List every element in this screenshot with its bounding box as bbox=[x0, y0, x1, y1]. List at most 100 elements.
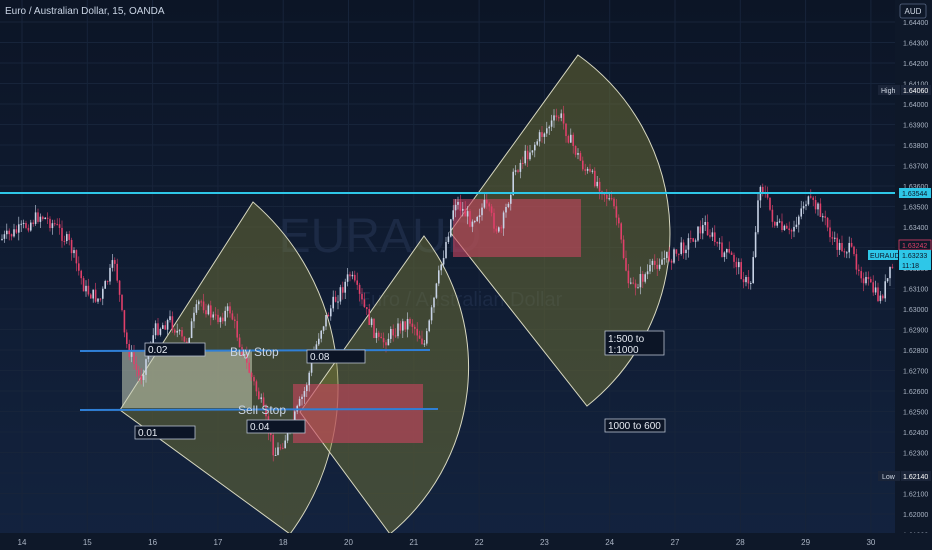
candle bbox=[20, 220, 22, 232]
candle bbox=[428, 319, 430, 333]
price-tick-label: 1.62600 bbox=[903, 389, 928, 396]
position-box-004[interactable]: 0.04 bbox=[246, 419, 306, 434]
sell-stop-line[interactable] bbox=[79, 408, 439, 411]
candle bbox=[750, 281, 752, 290]
candle bbox=[430, 305, 433, 325]
price-axis[interactable]: 1.644001.643001.642001.641001.640001.639… bbox=[868, 0, 932, 550]
candle bbox=[577, 148, 579, 160]
candle bbox=[531, 150, 534, 156]
ratio-textbox[interactable]: 1:500 to 1:1000 bbox=[604, 330, 665, 356]
candle bbox=[10, 233, 13, 241]
candle bbox=[769, 197, 771, 212]
candle bbox=[514, 165, 517, 176]
candle bbox=[723, 251, 726, 262]
candle bbox=[138, 365, 140, 382]
candle bbox=[183, 336, 186, 343]
position-box-001[interactable]: 0.01 bbox=[134, 425, 196, 440]
candle bbox=[740, 258, 742, 280]
candle bbox=[373, 318, 375, 339]
candle bbox=[483, 194, 486, 209]
watermark-ticker: EURAUD bbox=[279, 210, 482, 263]
buy-stop-line[interactable] bbox=[79, 349, 431, 352]
candle bbox=[486, 193, 488, 209]
candle bbox=[440, 263, 442, 276]
level-price: 1.63544 bbox=[902, 191, 927, 198]
candle bbox=[454, 199, 457, 218]
range-textbox[interactable]: 1000 to 600 bbox=[604, 418, 666, 433]
level-price-tag bbox=[899, 188, 931, 198]
candle bbox=[726, 248, 728, 260]
candle bbox=[721, 236, 723, 258]
symbol-title[interactable]: Euro / Australian Dollar, 15, OANDA bbox=[5, 6, 165, 17]
candle bbox=[819, 198, 822, 218]
candle bbox=[411, 319, 414, 334]
candle bbox=[630, 277, 632, 285]
svg-text:0.04: 0.04 bbox=[250, 422, 270, 433]
candle bbox=[855, 248, 858, 275]
candle bbox=[61, 220, 63, 248]
candle bbox=[200, 299, 202, 307]
candle bbox=[219, 316, 222, 328]
position-box-002[interactable]: 0.02 bbox=[144, 342, 206, 357]
candle bbox=[231, 310, 234, 321]
candle bbox=[104, 279, 106, 289]
candle bbox=[164, 321, 166, 330]
low-tag bbox=[878, 471, 900, 481]
candle bbox=[8, 228, 10, 241]
candle bbox=[656, 258, 658, 277]
position-box-008[interactable]: 0.08 bbox=[306, 349, 366, 364]
candle bbox=[644, 272, 646, 284]
candle bbox=[786, 223, 788, 230]
candle bbox=[190, 318, 193, 339]
candle bbox=[390, 326, 392, 343]
candle bbox=[159, 327, 162, 337]
candle bbox=[303, 386, 306, 404]
candle bbox=[862, 272, 865, 292]
candle bbox=[212, 311, 214, 321]
candle bbox=[399, 320, 402, 334]
candle bbox=[697, 226, 699, 242]
candle bbox=[745, 275, 747, 287]
high-tag bbox=[878, 85, 900, 95]
candle bbox=[174, 328, 176, 336]
candle bbox=[814, 195, 817, 214]
candle bbox=[94, 282, 97, 303]
candle bbox=[42, 215, 44, 221]
candle bbox=[34, 205, 37, 226]
candle bbox=[747, 269, 750, 290]
candle bbox=[414, 324, 416, 336]
candle bbox=[752, 251, 754, 284]
candle bbox=[836, 233, 838, 258]
candle bbox=[579, 150, 582, 162]
time-axis[interactable]: 141516171820212223242728293031 bbox=[0, 533, 932, 550]
currency-button[interactable] bbox=[899, 3, 927, 19]
candle bbox=[802, 201, 805, 215]
candle bbox=[457, 196, 459, 210]
candle bbox=[337, 295, 339, 310]
countdown: 11:18 bbox=[902, 263, 919, 270]
candle bbox=[596, 176, 598, 189]
candle bbox=[841, 235, 843, 252]
candle bbox=[560, 109, 562, 122]
candle bbox=[795, 216, 798, 229]
time-tick-label: 14 bbox=[18, 538, 27, 547]
sell-zone-rect-2[interactable] bbox=[453, 199, 581, 257]
candle bbox=[306, 382, 308, 397]
candle bbox=[654, 254, 656, 270]
candle bbox=[822, 213, 824, 222]
candle bbox=[250, 371, 253, 381]
low-label: Low bbox=[882, 474, 896, 481]
candle bbox=[817, 202, 819, 216]
candle bbox=[730, 250, 733, 255]
candle bbox=[325, 314, 327, 331]
candle bbox=[716, 241, 718, 247]
candle bbox=[826, 216, 829, 232]
current-price: 1.63233 bbox=[902, 253, 927, 260]
sell-zone-rect-1[interactable] bbox=[293, 384, 423, 443]
candle bbox=[265, 403, 267, 420]
candle bbox=[534, 141, 536, 158]
price-tick-label: 1.62900 bbox=[903, 328, 928, 335]
candle bbox=[358, 282, 361, 302]
candle bbox=[145, 358, 147, 383]
